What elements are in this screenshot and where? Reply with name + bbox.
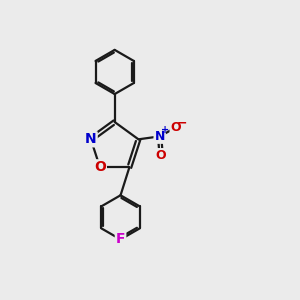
Text: −: −	[177, 117, 188, 130]
Text: +: +	[161, 125, 169, 135]
Text: F: F	[116, 232, 125, 246]
Text: O: O	[94, 160, 106, 174]
Text: N: N	[154, 130, 165, 143]
Text: N: N	[85, 132, 97, 146]
Text: O: O	[171, 121, 181, 134]
Text: O: O	[156, 149, 167, 162]
